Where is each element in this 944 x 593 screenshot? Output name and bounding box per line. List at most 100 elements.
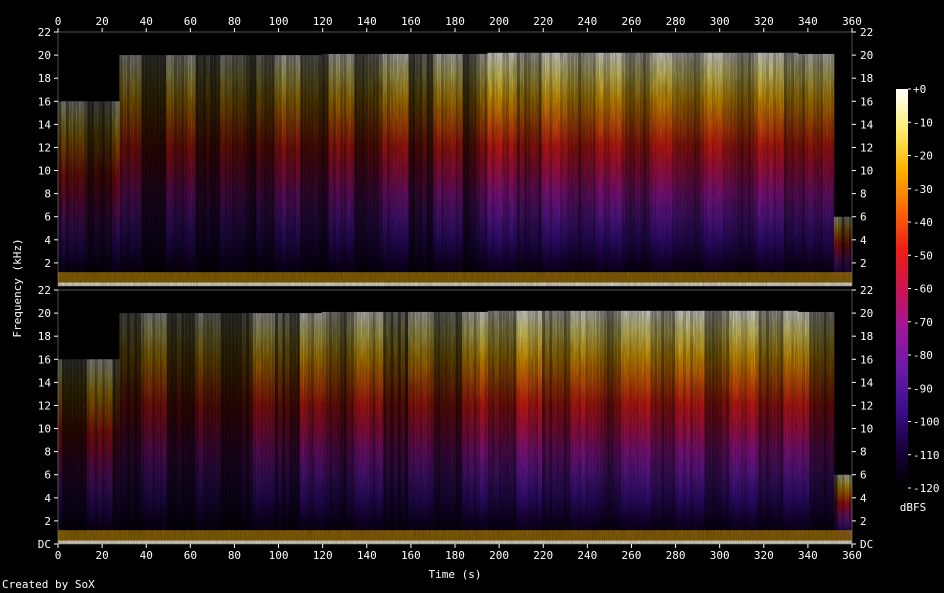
x-tick-label: 180: [445, 549, 465, 562]
x-tick-label-top: 80: [228, 15, 241, 28]
x-tick-label-top: 160: [401, 15, 421, 28]
y-tick-label: 20: [38, 307, 51, 320]
colorbar-tick-label: -20: [913, 150, 933, 163]
y-tick-label-right: 12: [860, 399, 873, 412]
y-tick-label-right: DC: [860, 538, 873, 551]
colorbar-tick-label: -10: [913, 116, 933, 129]
y-tick-label: DC: [38, 538, 51, 551]
x-tick-label: 200: [489, 549, 509, 562]
colorbar-tick-label: -30: [913, 183, 933, 196]
x-tick-label: 100: [269, 549, 289, 562]
colorbar-tick-label: -110: [913, 449, 940, 462]
colorbar-label: dBFS: [900, 501, 927, 514]
texture-overlay: [58, 290, 852, 544]
x-tick-label-top: 60: [184, 15, 197, 28]
y-tick-label: 12: [38, 399, 51, 412]
y-tick-label-right: 10: [860, 423, 873, 436]
y-tick-label: 10: [38, 165, 51, 178]
y-tick-label: 16: [38, 353, 51, 366]
channel-1-panel: [58, 32, 852, 286]
y-tick-label: 16: [38, 95, 51, 108]
y-tick-label-right: 2: [860, 515, 867, 528]
x-axis-label: Time (s): [429, 568, 482, 581]
x-tick-label: 80: [228, 549, 241, 562]
x-tick-label-top: 240: [577, 15, 597, 28]
y-tick-label: 2: [44, 515, 51, 528]
y-tick-label-right: 2: [860, 257, 867, 270]
x-tick-label-top: 300: [710, 15, 730, 28]
colorbar-tick-label: -40: [913, 216, 933, 229]
x-tick-label-top: 120: [313, 15, 333, 28]
y-tick-label-right: 16: [860, 353, 873, 366]
x-tick-label-top: 360: [842, 15, 862, 28]
y-tick-label-right: 20: [860, 307, 873, 320]
x-tick-label: 0: [55, 549, 62, 562]
y-tick-label: 22: [38, 284, 51, 297]
x-tick-label: 340: [798, 549, 818, 562]
x-tick-label-top: 280: [666, 15, 686, 28]
y-tick-label: 6: [44, 469, 51, 482]
x-tick-label: 240: [577, 549, 597, 562]
y-tick-label-right: 14: [860, 376, 874, 389]
x-tick-label-top: 180: [445, 15, 465, 28]
y-tick-label: 2: [44, 257, 51, 270]
colorbar-tick-label: +0: [913, 83, 926, 96]
x-tick-label: 260: [622, 549, 642, 562]
y-tick-label-right: 18: [860, 330, 873, 343]
channel-2-panel: [58, 290, 852, 544]
colorbar-tick-label: -60: [913, 283, 933, 296]
colorbar-tick-label: -70: [913, 316, 933, 329]
y-tick-label-right: 20: [860, 49, 873, 62]
x-tick-label: 280: [666, 549, 686, 562]
colorbar-tick-label: -90: [913, 382, 933, 395]
colorbar-tick-label: -100: [913, 416, 940, 429]
y-tick-label: 4: [44, 492, 51, 505]
sox-credit: Created by SoX: [2, 578, 95, 591]
y-tick-label-right: 16: [860, 95, 873, 108]
colorbar-tick-label: -80: [913, 349, 933, 362]
x-tick-label: 20: [95, 549, 108, 562]
y-tick-label-right: 8: [860, 446, 867, 459]
x-tick-label: 140: [357, 549, 377, 562]
y-tick-label-right: 6: [860, 469, 867, 482]
y-axis-label: Frequency (kHz): [11, 238, 24, 337]
y-tick-label-right: 6: [860, 211, 867, 224]
y-tick-label-right: 22: [860, 284, 873, 297]
x-tick-label-top: 320: [754, 15, 774, 28]
x-tick-label: 300: [710, 549, 730, 562]
x-tick-label: 360: [842, 549, 862, 562]
y-tick-label: 10: [38, 423, 51, 436]
x-tick-label: 120: [313, 549, 333, 562]
y-tick-label: 12: [38, 141, 51, 154]
y-tick-label-right: 4: [860, 492, 867, 505]
x-tick-label-top: 220: [533, 15, 553, 28]
x-tick-label-top: 340: [798, 15, 818, 28]
x-tick-label-top: 260: [622, 15, 642, 28]
y-tick-label-right: 4: [860, 234, 867, 247]
x-tick-label-top: 40: [140, 15, 153, 28]
y-tick-label-right: 22: [860, 26, 873, 39]
y-tick-label-right: 18: [860, 72, 873, 85]
x-tick-label-top: 200: [489, 15, 509, 28]
y-tick-label-right: 8: [860, 188, 867, 201]
y-tick-label-right: 10: [860, 165, 873, 178]
x-tick-label-top: 140: [357, 15, 377, 28]
y-tick-label: 8: [44, 446, 51, 459]
y-tick-label-right: 12: [860, 141, 873, 154]
x-tick-label: 40: [140, 549, 153, 562]
texture-overlay: [58, 32, 852, 286]
x-tick-label-top: 0: [55, 15, 62, 28]
y-tick-label: 14: [38, 376, 52, 389]
x-tick-label: 220: [533, 549, 553, 562]
y-tick-label: 14: [38, 118, 52, 131]
x-tick-label-top: 100: [269, 15, 289, 28]
x-tick-label: 60: [184, 549, 197, 562]
y-tick-label: 18: [38, 72, 51, 85]
x-tick-label: 160: [401, 549, 421, 562]
y-tick-label: 18: [38, 330, 51, 343]
y-tick-label-right: 14: [860, 118, 874, 131]
colorbar-gradient: [896, 89, 908, 488]
x-tick-label-top: 20: [95, 15, 108, 28]
colorbar-tick-label: -120: [913, 482, 940, 495]
